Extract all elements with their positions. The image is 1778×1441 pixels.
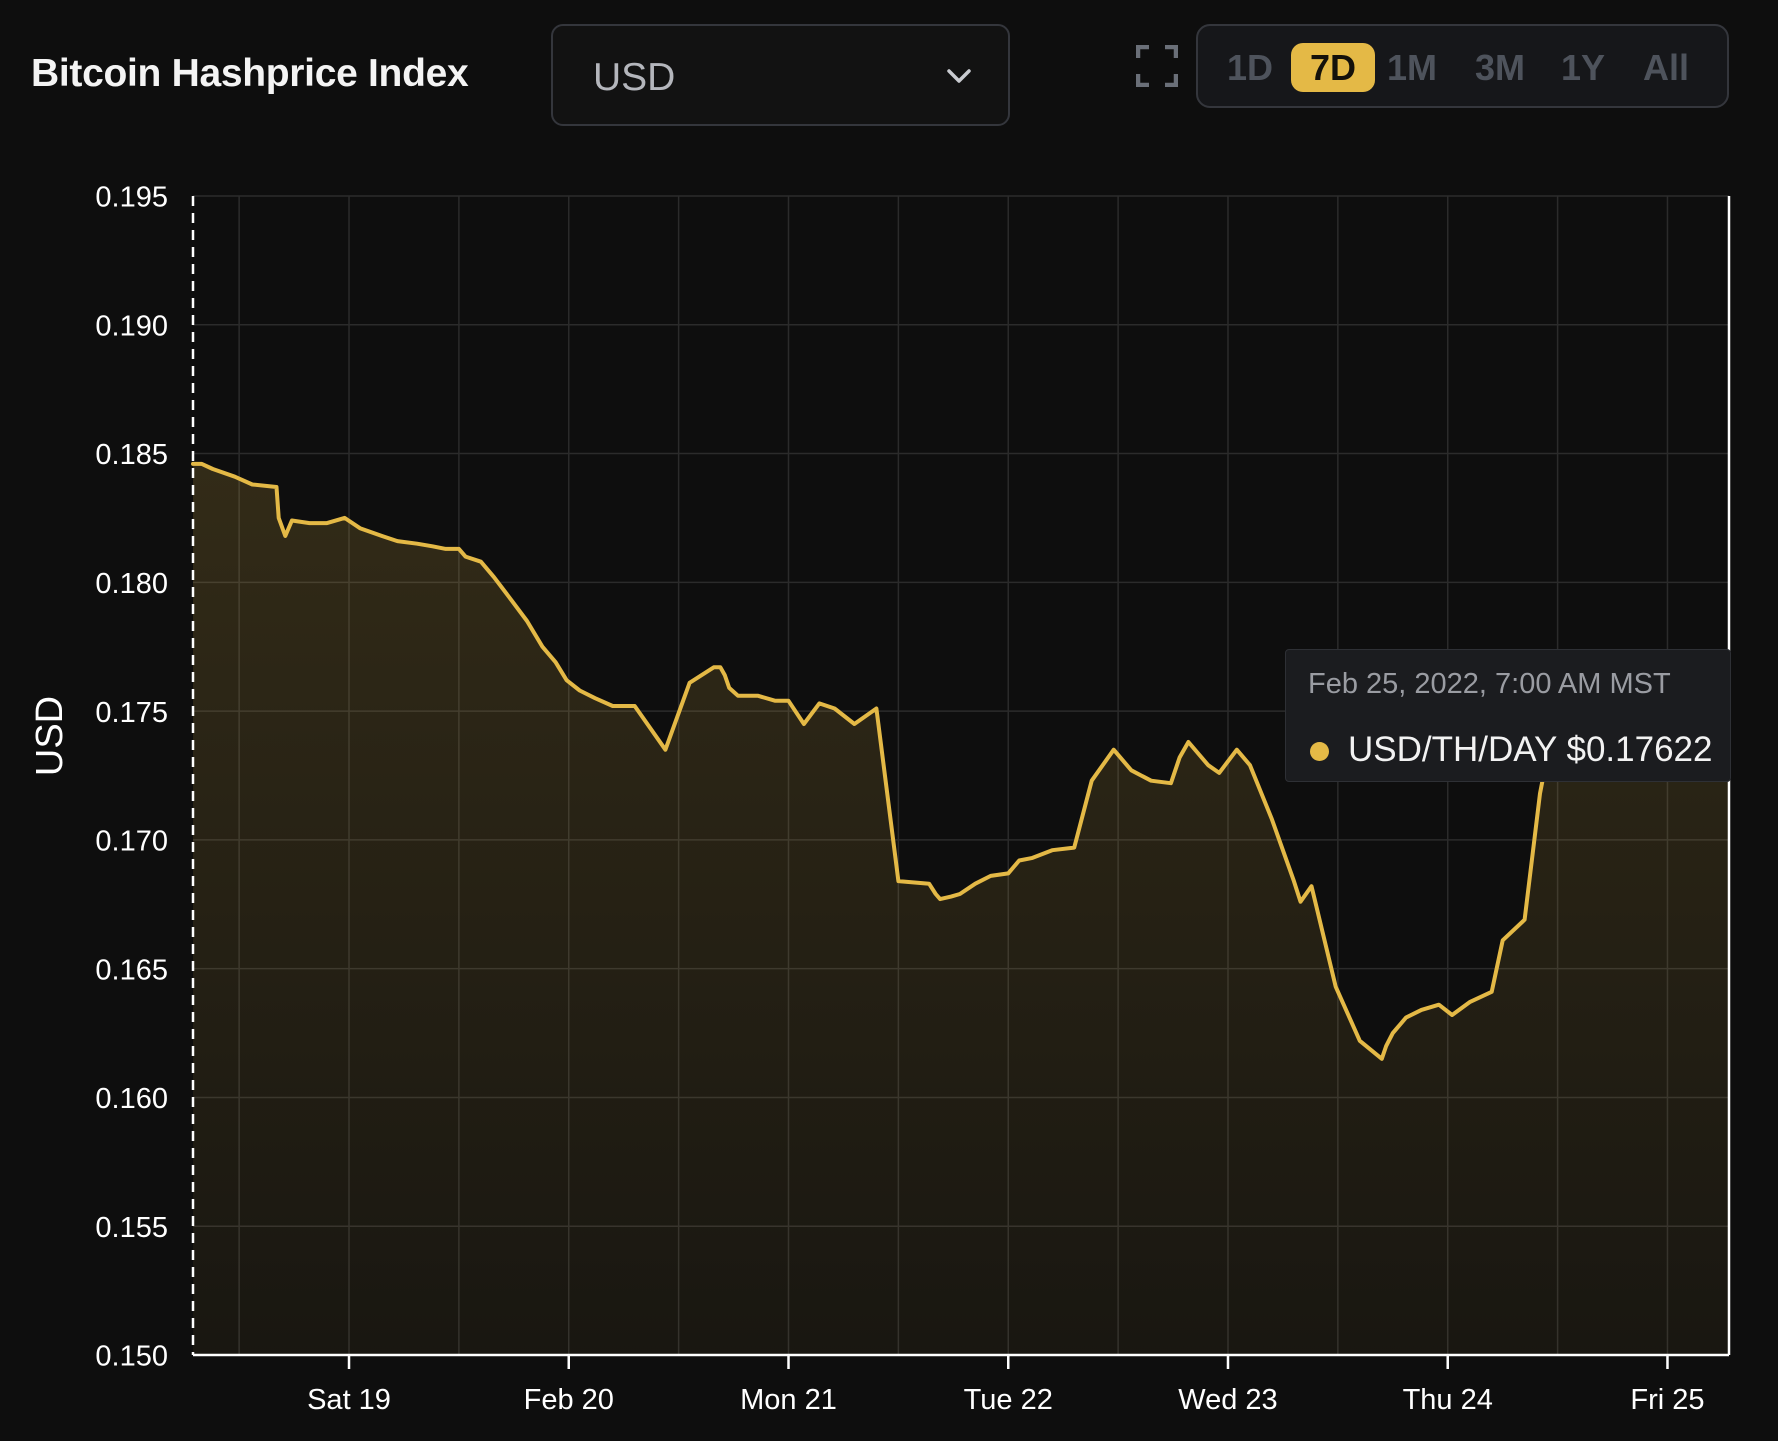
- range-all-button[interactable]: All: [1642, 47, 1689, 88]
- fullscreen-icon[interactable]: [1136, 45, 1178, 87]
- y-tick-label: 0.175: [95, 697, 168, 729]
- y-tick-label: 0.190: [95, 310, 168, 342]
- y-tick-label: 0.165: [95, 954, 168, 986]
- range-7d-button[interactable]: 7D: [1291, 43, 1375, 92]
- y-tick-label: 0.185: [95, 439, 168, 471]
- range-1y-button[interactable]: 1Y: [1560, 47, 1606, 88]
- time-range-selector: 1D 7D 1M 3M 1Y All: [1196, 24, 1729, 108]
- tooltip-value-row: USD/TH/DAY $0.17622: [1348, 730, 1712, 770]
- y-tick-label: 0.160: [95, 1083, 168, 1115]
- tooltip-value: $0.17622: [1566, 730, 1713, 769]
- currency-select[interactable]: USD: [551, 24, 1010, 126]
- chart-tooltip: Feb 25, 2022, 7:00 AM MST USD/TH/DAY $0.…: [1285, 649, 1731, 782]
- chevron-down-icon: [947, 69, 971, 83]
- range-1d-button[interactable]: 1D: [1226, 47, 1274, 88]
- currency-select-value: USD: [593, 56, 676, 99]
- y-tick-label: 0.155: [95, 1212, 168, 1244]
- y-tick-label: 0.195: [95, 182, 168, 214]
- series-area: [193, 463, 1729, 1355]
- range-3m-button[interactable]: 3M: [1474, 47, 1525, 88]
- x-tick-label: Feb 20: [524, 1384, 614, 1416]
- y-tick-label: 0.150: [95, 1341, 168, 1373]
- x-tick-label: Tue 22: [964, 1384, 1053, 1416]
- y-tick-label: 0.180: [95, 568, 168, 600]
- x-tick-label: Thu 24: [1403, 1384, 1493, 1416]
- tooltip-series-label: USD/TH/DAY: [1348, 730, 1557, 769]
- x-tick-label: Wed 23: [1178, 1384, 1277, 1416]
- series-line-usd-th-day: [191, 461, 1731, 1061]
- x-tick-label: Mon 21: [740, 1384, 837, 1416]
- x-tick-label: Fri 25: [1630, 1384, 1704, 1416]
- y-tick-label: 0.170: [95, 826, 168, 858]
- range-1m-button[interactable]: 1M: [1386, 47, 1437, 88]
- y-axis-title: USD: [29, 696, 71, 776]
- tooltip-date: Feb 25, 2022, 7:00 AM MST: [1308, 668, 1671, 700]
- page-title: Bitcoin Hashprice Index: [31, 52, 469, 95]
- x-tick-label: Sat 19: [307, 1384, 391, 1416]
- series-dot-icon: [1310, 742, 1329, 761]
